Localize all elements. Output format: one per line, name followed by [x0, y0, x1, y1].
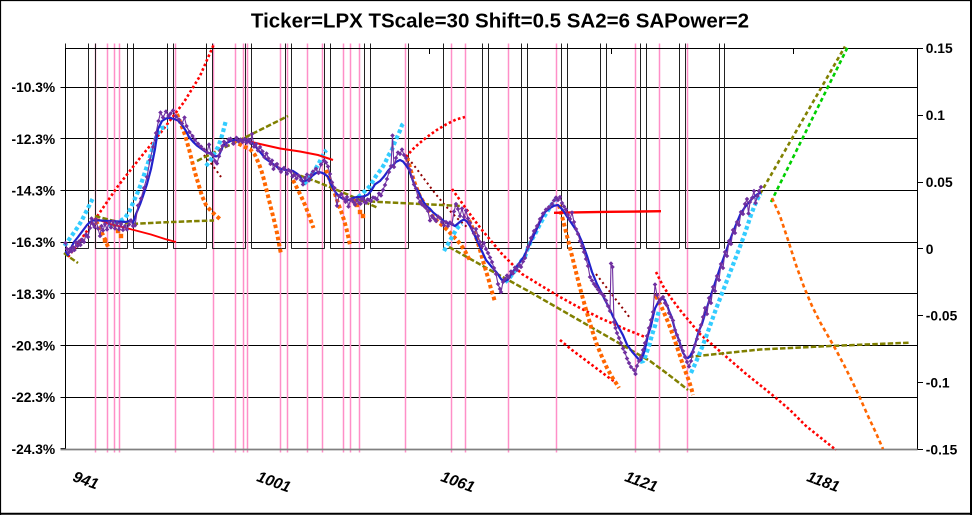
svg-text:0.15: 0.15: [926, 41, 953, 56]
svg-text:-10.3%: -10.3%: [11, 80, 55, 95]
svg-text:-22.3%: -22.3%: [11, 390, 55, 405]
svg-text:-16.3%: -16.3%: [11, 235, 55, 250]
svg-text:-18.3%: -18.3%: [11, 287, 55, 302]
svg-text:-0.15: -0.15: [926, 443, 958, 458]
svg-text:0.1: 0.1: [926, 108, 946, 123]
svg-text:-14.3%: -14.3%: [11, 183, 55, 198]
svg-text:-24.3%: -24.3%: [11, 442, 55, 457]
svg-text:-0.05: -0.05: [926, 309, 958, 324]
svg-text:Ticker=LPX TScale=30 Shift=0.5: Ticker=LPX TScale=30 Shift=0.5 SA2=6 SAP…: [251, 10, 749, 33]
svg-text:-20.3%: -20.3%: [11, 339, 55, 354]
svg-text:0.05: 0.05: [926, 175, 953, 190]
svg-text:0: 0: [926, 242, 934, 257]
svg-text:-0.1: -0.1: [926, 376, 950, 391]
svg-text:-12.3%: -12.3%: [11, 132, 55, 147]
